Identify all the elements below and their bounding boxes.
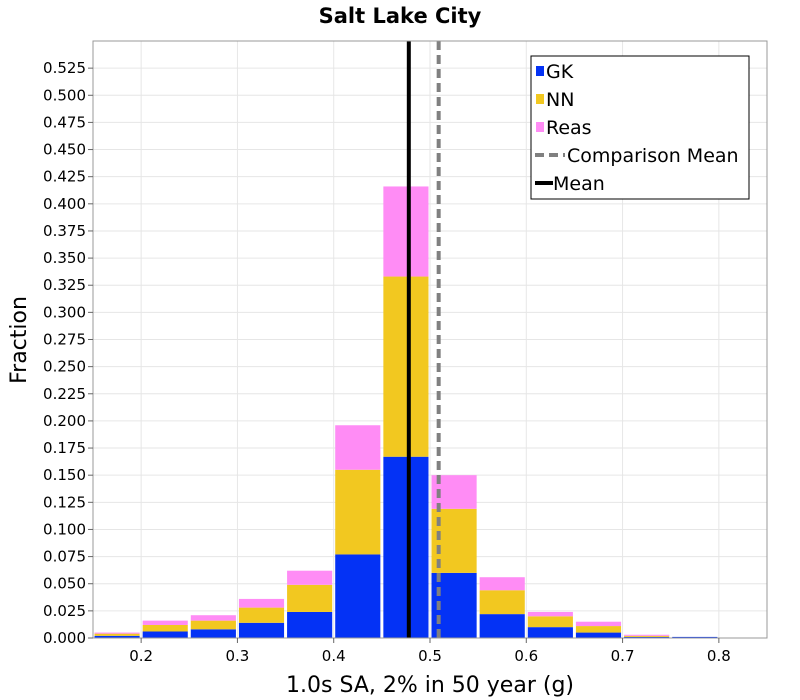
bar-gk: [287, 611, 333, 638]
bar-gk: [527, 627, 573, 638]
bar-gk: [624, 636, 670, 638]
bar-nn: [238, 607, 285, 623]
y-tick-label: 0.175: [43, 439, 86, 457]
y-tick-label: 0.125: [43, 493, 86, 511]
bar-reas: [94, 632, 140, 634]
legend-label-gk: GK: [546, 61, 574, 83]
bar-gk: [94, 635, 140, 638]
bar-reas: [624, 634, 670, 636]
bar-reas: [142, 620, 188, 625]
chart-title: Salt Lake City: [319, 4, 482, 28]
y-tick-label: 0.375: [43, 222, 86, 240]
y-tick-label: 0.025: [43, 602, 86, 620]
legend-label-mean: Mean: [553, 173, 605, 195]
y-tick-label: 0.425: [43, 168, 86, 186]
bar-nn: [335, 469, 381, 555]
legend-swatch-reas: [536, 122, 544, 132]
bar-gk: [672, 636, 718, 638]
bar-reas: [238, 598, 285, 608]
bar-nn: [479, 590, 525, 615]
legend-box: [530, 55, 750, 200]
x-tick-label: 0.5: [418, 647, 442, 665]
bar-gk: [479, 614, 525, 638]
y-tick-label: 0.225: [43, 385, 86, 403]
y-tick-label: 0.525: [43, 59, 86, 77]
bar-nn: [94, 633, 140, 636]
y-tick-label: 0.275: [43, 331, 86, 349]
y-tick-label: 0.400: [43, 195, 86, 213]
y-tick-label: 0.100: [43, 520, 86, 538]
legend-label-comparison-mean: Comparison Mean: [567, 145, 739, 167]
bar-reas: [287, 570, 333, 585]
x-tick-label: 0.7: [611, 647, 635, 665]
y-tick-label: 0.050: [43, 575, 86, 593]
y-tick-label: 0.350: [43, 249, 86, 267]
bar-gk: [238, 622, 285, 638]
bar-nn: [287, 584, 333, 612]
bar-reas: [383, 186, 429, 277]
bar-nn: [575, 626, 622, 633]
bar-gk: [575, 632, 622, 638]
bar-nn: [624, 635, 670, 637]
mean-lines: [406, 41, 441, 638]
bars: [94, 186, 718, 638]
y-tick-label: 0.450: [43, 141, 86, 159]
legend-label-nn: NN: [546, 89, 574, 111]
y-tick-label: 0.325: [43, 276, 86, 294]
y-tick-label: 0.150: [43, 466, 86, 484]
bar-nn: [383, 276, 429, 457]
bar-reas: [335, 425, 381, 470]
grid-lines: [93, 41, 767, 639]
bar-nn: [190, 620, 236, 630]
y-tick-label: 0.500: [43, 86, 86, 104]
x-tick-label: 0.3: [225, 647, 249, 665]
bar-reas: [479, 577, 525, 591]
x-tick-label: 0.6: [514, 647, 538, 665]
x-axis: 0.2 0.3 0.4 0.5 0.6 0.7 0.8: [129, 638, 731, 665]
bar-gk: [335, 554, 381, 638]
y-tick-label: 0.075: [43, 548, 86, 566]
y-tick-label: 0.200: [43, 412, 86, 430]
bar-nn: [527, 616, 573, 628]
bar-reas: [527, 611, 573, 617]
bar-nn: [142, 624, 188, 632]
y-tick-label: 0.475: [43, 113, 86, 131]
x-tick-label: 0.2: [129, 647, 153, 665]
y-axis-label: Fraction: [7, 296, 32, 384]
legend: GK NN Reas Comparison Mean Mean: [530, 55, 750, 200]
bar-gk: [383, 456, 429, 638]
y-tick-label: 0.000: [43, 629, 86, 647]
bar-gk: [190, 629, 236, 638]
bar-reas: [190, 615, 236, 621]
bar-gk: [142, 631, 188, 638]
x-tick-label: 0.8: [707, 647, 731, 665]
y-tick-label: 0.300: [43, 303, 86, 321]
legend-swatch-gk: [536, 66, 544, 76]
x-tick-label: 0.4: [322, 647, 346, 665]
legend-swatch-nn: [536, 94, 544, 104]
y-tick-label: 0.250: [43, 358, 86, 376]
legend-label-reas: Reas: [546, 117, 592, 139]
x-axis-label: 1.0s SA, 2% in 50 year (g): [286, 673, 574, 698]
y-axis: 0.000 0.025 0.050 0.075 0.100 0.125 0.150 0.175…: [43, 59, 93, 647]
bar-reas: [575, 621, 622, 627]
